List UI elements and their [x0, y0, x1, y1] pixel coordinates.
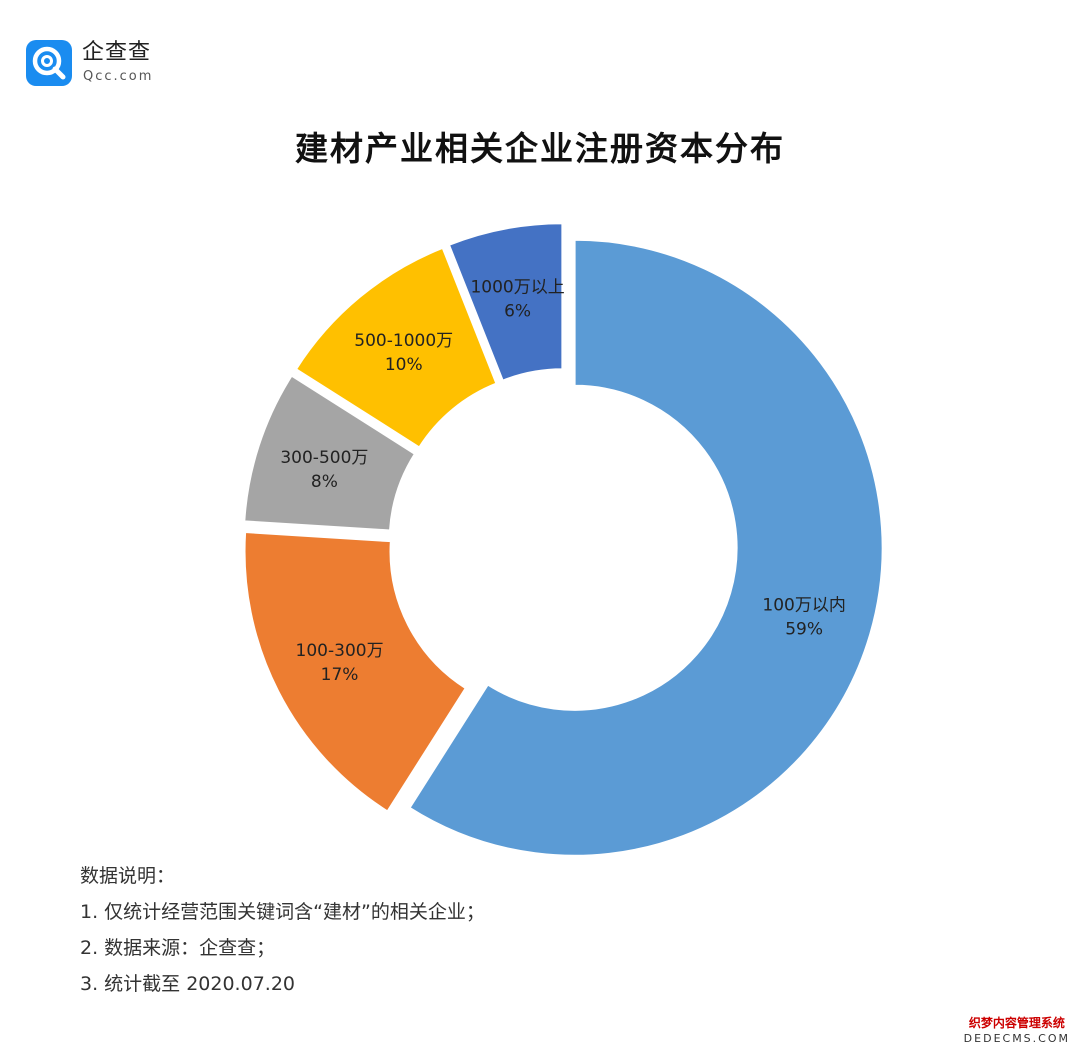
- donut-slice-3: [243, 374, 417, 532]
- slice-category-label: 100-300万: [296, 641, 384, 661]
- donut-slice-2: [243, 530, 468, 813]
- donut-slice-1: [408, 238, 884, 857]
- data-notes: 数据说明： 1. 仅统计经营范围关键词含“建材”的相关企业； 2. 数据来源：企…: [80, 858, 485, 1002]
- slice-value-label: 6%: [504, 301, 531, 321]
- brand-name: 企查查: [82, 40, 152, 65]
- notes-item: 3. 统计截至 2020.07.20: [80, 973, 295, 995]
- chart-title: 建材产业相关企业注册资本分布: [295, 129, 785, 168]
- donut-slice-4: [294, 246, 498, 449]
- slice-value-label: 8%: [311, 472, 338, 492]
- slice-category-label: 100万以内: [762, 595, 845, 615]
- slice-category-label: 300-500万: [280, 448, 368, 468]
- notes-heading: 数据说明：: [80, 865, 176, 887]
- notes-item: 1. 仅统计经营范围关键词含“建材”的相关企业；: [80, 901, 485, 923]
- notes-item: 2. 数据来源：企查查；: [80, 937, 276, 959]
- brand-domain: Qcc.com: [83, 69, 154, 84]
- slice-category-label: 500-1000万: [354, 331, 453, 351]
- slice-value-label: 17%: [321, 665, 359, 685]
- brand-logo: 企查查 Qcc.com: [26, 40, 226, 90]
- slice-category-label: 1000万以上: [470, 277, 564, 297]
- watermark-line1: 织梦内容管理系统: [968, 1016, 1065, 1030]
- magnifier-q-logo-icon: [26, 40, 72, 86]
- donut-slice-5: [447, 222, 564, 382]
- watermark: 织梦内容管理系统 DEDECMS.COM: [964, 1016, 1070, 1046]
- watermark-line2: DEDECMS.COM: [963, 1032, 1070, 1045]
- slice-value-label: 59%: [785, 619, 823, 639]
- slice-value-label: 10%: [385, 355, 423, 375]
